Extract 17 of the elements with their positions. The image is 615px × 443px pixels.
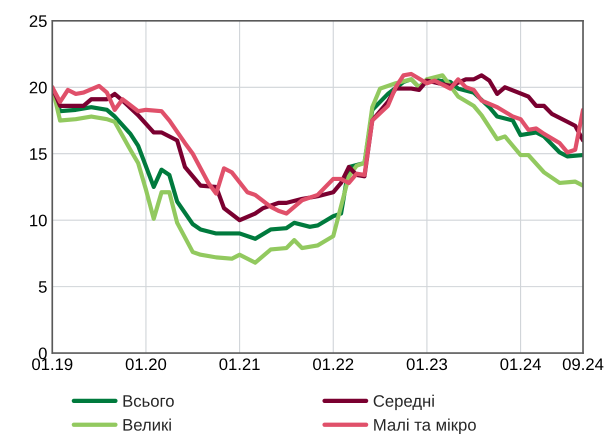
y-tick-label: 15 bbox=[30, 148, 47, 160]
x-tick-label: 01.21 bbox=[219, 358, 260, 370]
x-tick-label: 01.20 bbox=[126, 358, 166, 370]
y-tick-label: 10 bbox=[30, 214, 47, 226]
x-tick-label: 01.23 bbox=[406, 358, 448, 370]
y-tick-label: 0 bbox=[38, 347, 47, 360]
x-tick-label: 01.19 bbox=[32, 358, 72, 370]
legend-label: Всього bbox=[124, 395, 174, 407]
x-tick-label: 09.24 bbox=[562, 358, 604, 370]
legend-label: Великі bbox=[124, 418, 171, 431]
y-tick-label: 25 bbox=[30, 15, 47, 28]
legend-label: Малі та мікро bbox=[374, 418, 476, 434]
legend-label: Середні bbox=[374, 394, 434, 410]
y-tick-label: 20 bbox=[30, 82, 47, 94]
y-tick-label: 5 bbox=[38, 281, 47, 293]
x-tick-label: 01.22 bbox=[313, 358, 354, 370]
x-tick-label: 01.24 bbox=[500, 358, 541, 370]
